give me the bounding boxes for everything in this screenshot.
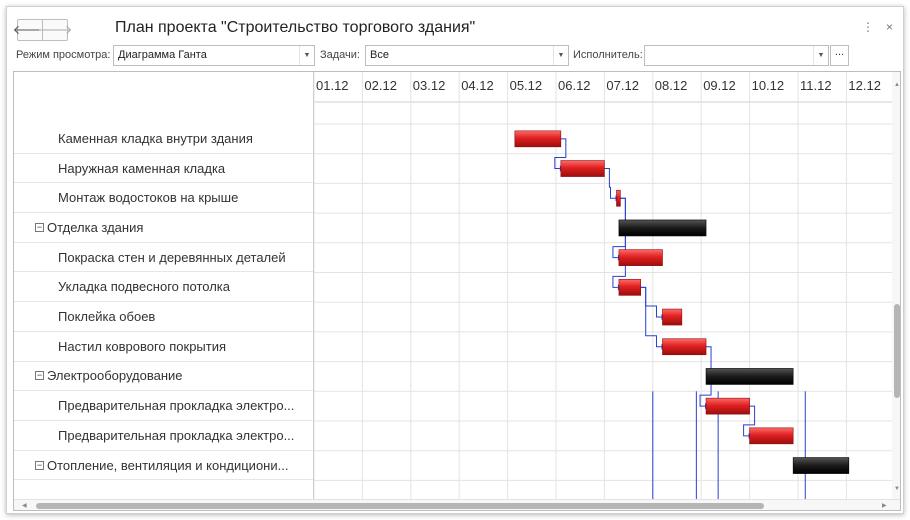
assignee-select-button[interactable]: ... (830, 45, 849, 66)
date-header-cell: 10.12 (751, 78, 785, 93)
summary-bar (792, 457, 850, 474)
chevron-down-icon[interactable]: ▼ (813, 46, 828, 65)
task-name: Электрооборудование (47, 368, 183, 384)
dependency-link (604, 168, 616, 199)
task-name: Поклейка обоев (58, 309, 156, 325)
task-name: Наружная каменная кладка (58, 160, 226, 176)
collapse-icon[interactable]: − (35, 221, 44, 232)
collapse-icon[interactable]: − (35, 370, 44, 381)
task-row[interactable]: Поклейка обоев (14, 302, 313, 332)
collapse-icon[interactable]: − (35, 459, 44, 470)
horizontal-scrollbar[interactable]: ◀ ▶ (14, 499, 900, 510)
task-row[interactable]: − Отопление, вентиляция и кондициони... (14, 451, 313, 481)
task-name: Отделка здания (47, 219, 144, 235)
task-bar (514, 130, 562, 148)
scroll-right-icon[interactable]: ▶ (882, 503, 887, 509)
task-name: Покраска стен и деревянных деталей (58, 249, 286, 265)
task-row[interactable]: Настил коврового покрытия (14, 332, 313, 362)
scroll-left-icon[interactable]: ◀ (22, 503, 27, 509)
task-bar (705, 397, 750, 415)
tasks-value: Все (370, 49, 389, 61)
dependency-link (699, 346, 712, 407)
dependency-link (640, 286, 662, 348)
chevron-down-icon[interactable]: ▼ (553, 46, 568, 65)
tasks-label: Задачи: (320, 49, 360, 61)
dependency-link (554, 138, 567, 170)
close-button[interactable]: × (886, 20, 893, 34)
task-name: Предварительная прокладка электро... (58, 398, 295, 414)
task-row[interactable]: Наружная каменная кладка (14, 154, 313, 184)
task-bar (749, 427, 794, 445)
tasks-select[interactable]: Все ▼ (365, 45, 569, 66)
timeline-area: 01.12 02.12 03.12 04.12 05.12 06.12 07.12 08.12… (314, 72, 892, 499)
dependency-link (743, 405, 756, 437)
arrow-left-icon: 🡐 (12, 22, 48, 37)
date-header-cell: 03.12 (412, 78, 446, 93)
task-row[interactable]: Предварительная прокладка электро... (14, 421, 313, 451)
more-vertical-icon: ⋮ (862, 20, 874, 34)
task-name: Укладка подвесного потолка (58, 279, 231, 295)
task-row[interactable]: Монтаж водостоков на крыше (14, 183, 313, 214)
task-row[interactable]: Укладка подвесного потолка (14, 273, 313, 303)
more-menu-button[interactable]: ⋮ (862, 20, 874, 34)
task-name: Монтаж водостоков на крыше (58, 190, 239, 206)
task-bar (618, 279, 642, 296)
vertical-scroll-thumb[interactable] (894, 304, 900, 398)
project-plan-window: 🡐 🡒 План проекта "Строительство торговог… (6, 6, 904, 514)
task-list-header (14, 102, 313, 124)
task-row[interactable]: Предварительная прокладка электро... (14, 391, 313, 421)
task-bar (560, 160, 605, 177)
scroll-down-icon[interactable]: ▼ (894, 486, 900, 492)
task-name: Предварительная прокладка электро... (58, 427, 295, 443)
summary-bar (705, 368, 794, 385)
scroll-up-icon[interactable]: ▲ (894, 82, 900, 88)
page-title: План проекта "Строительство торгового зд… (115, 19, 476, 36)
horizontal-scroll-thumb[interactable] (36, 503, 764, 509)
chevron-down-icon[interactable]: ▼ (299, 46, 314, 65)
task-list: Каменная кладка внутри здания Наружная ка… (14, 72, 314, 499)
gantt-chart: Каменная кладка внутри здания Наружная ка… (13, 71, 901, 511)
date-header-cell: 02.12 (364, 78, 397, 93)
task-row[interactable]: − Отделка здания (14, 213, 313, 243)
close-icon: × (886, 20, 894, 34)
view-mode-value: Диаграмма Ганта (118, 49, 207, 61)
dependency-link (612, 197, 626, 288)
view-mode-label: Режим просмотра: (16, 49, 111, 61)
arrow-right-icon: 🡒 (37, 22, 73, 37)
task-row[interactable]: Покраска стен и деревянных деталей (14, 243, 313, 273)
date-header-cell: 06.12 (558, 78, 591, 93)
summary-bar (618, 219, 707, 237)
task-name: Каменная кладка внутри здания (58, 130, 253, 146)
date-header-cell: 11.12 (800, 78, 832, 93)
vertical-scrollbar[interactable]: ▲ ▼ (892, 72, 900, 499)
date-header-cell: 01.12 (316, 78, 349, 93)
task-bar (618, 249, 663, 266)
task-bar (616, 189, 621, 207)
task-row[interactable]: Каменная кладка внутри здания (14, 124, 313, 154)
view-mode-select[interactable]: Диаграмма Ганта ▼ (113, 45, 315, 66)
task-bar (662, 308, 683, 326)
forward-button[interactable]: 🡒 (38, 19, 72, 41)
task-row[interactable]: − Электрооборудование (14, 362, 313, 392)
date-header-cell: 04.12 (461, 78, 494, 93)
date-header-cell: 05.12 (509, 78, 543, 93)
task-name: Настил коврового покрытия (58, 338, 227, 354)
date-header-cell: 12.12 (848, 78, 881, 93)
task-bar (662, 338, 707, 356)
date-header-cell: 09.12 (703, 78, 736, 93)
task-name: Отопление, вентиляция и кондициони... (47, 457, 289, 473)
date-header-cell: 08.12 (654, 78, 688, 93)
timeline-svg (314, 72, 892, 499)
date-header-cell: 07.12 (606, 78, 639, 93)
assignee-label: Исполнитель: (573, 49, 643, 61)
assignee-input[interactable]: ▼ (644, 45, 829, 66)
